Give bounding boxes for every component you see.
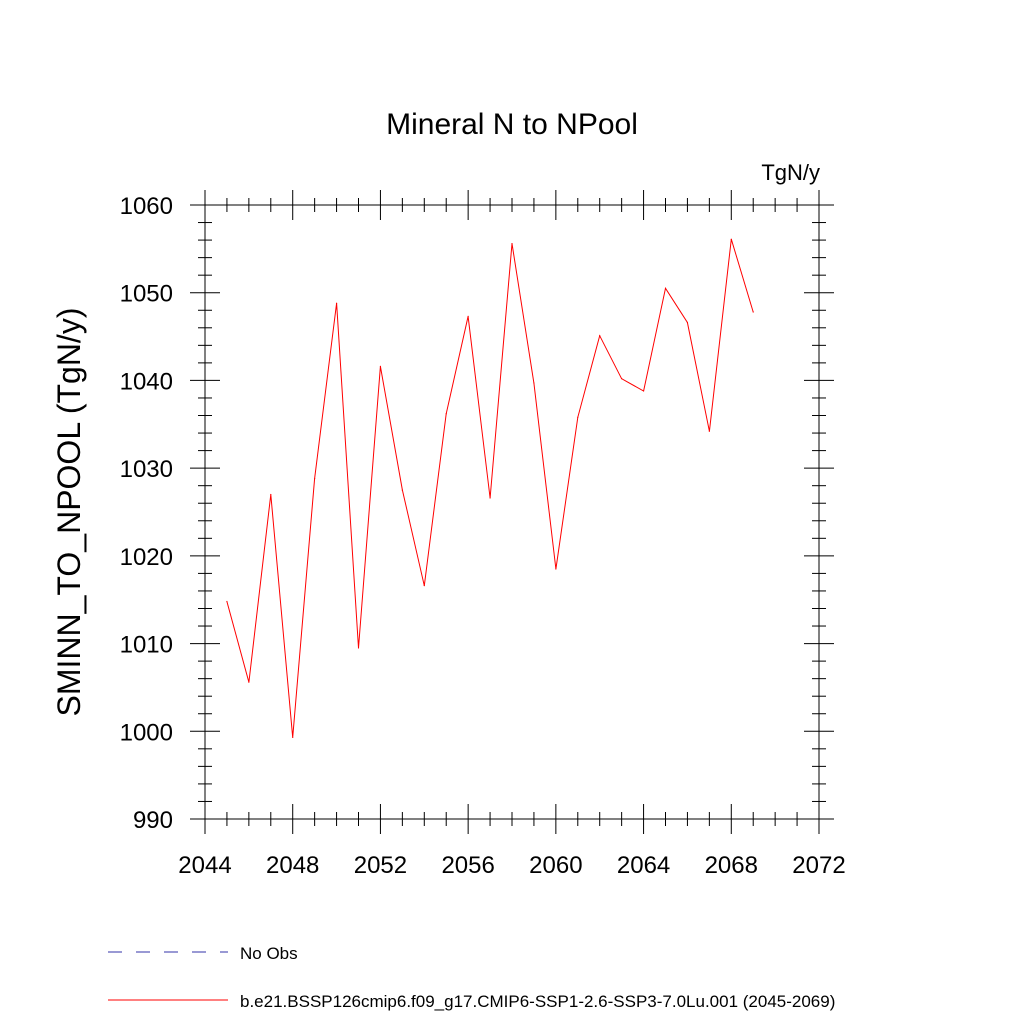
data-point bbox=[730, 238, 732, 240]
tick-labels: 2044 2048 2052 2056 2060 2064 2068 2072 990 1000 1… bbox=[120, 193, 846, 879]
y-tick-label: 1010 bbox=[120, 632, 173, 659]
axis-ticks bbox=[190, 190, 834, 834]
data-point bbox=[752, 311, 754, 313]
data-point bbox=[270, 493, 272, 496]
chart-title: Mineral N to NPool bbox=[386, 108, 638, 141]
legend-label: No Obs bbox=[240, 944, 298, 963]
data-point bbox=[511, 242, 513, 245]
x-tick-label: 2048 bbox=[266, 852, 319, 879]
data-point bbox=[599, 335, 601, 337]
data-point bbox=[335, 302, 338, 304]
x-tick-label: 2060 bbox=[529, 852, 582, 879]
data-point bbox=[664, 287, 667, 289]
data-point bbox=[621, 378, 623, 380]
legend: No Obs b.e21.BSSP126cmip6.f09_g17.CMIP6-S… bbox=[108, 944, 835, 1011]
data-point bbox=[686, 321, 689, 324]
data-point bbox=[401, 489, 403, 491]
series-layer bbox=[226, 238, 754, 739]
data-point bbox=[555, 568, 557, 570]
y-tick-label: 1020 bbox=[120, 544, 173, 571]
x-tick-label: 2072 bbox=[792, 852, 845, 879]
data-point bbox=[489, 497, 491, 499]
series-line bbox=[226, 239, 754, 738]
data-point bbox=[248, 681, 250, 683]
x-tick-label: 2064 bbox=[617, 852, 670, 879]
y-tick-label: 1060 bbox=[120, 193, 173, 220]
data-point bbox=[357, 647, 360, 649]
units-label: TgN/y bbox=[761, 160, 820, 185]
data-point bbox=[423, 585, 425, 587]
data-point bbox=[642, 390, 645, 392]
y-tick-label: 1050 bbox=[120, 281, 173, 308]
y-tick-label: 990 bbox=[133, 807, 173, 834]
x-tick-label: 2052 bbox=[354, 852, 407, 879]
y-tick-label: 1030 bbox=[120, 456, 173, 483]
data-point bbox=[533, 382, 535, 384]
x-tick-label: 2068 bbox=[705, 852, 758, 879]
data-point bbox=[467, 315, 469, 317]
legend-label: b.e21.BSSP126cmip6.f09_g17.CMIP6-SSP1-2.… bbox=[240, 992, 835, 1011]
y-tick-label: 1000 bbox=[120, 719, 173, 746]
x-tick-label: 2044 bbox=[178, 852, 231, 879]
data-point bbox=[314, 478, 316, 480]
data-point bbox=[708, 430, 710, 432]
data-point bbox=[292, 736, 294, 739]
plot-frame bbox=[204, 204, 820, 820]
data-point bbox=[577, 416, 579, 418]
y-tick-label: 1040 bbox=[120, 368, 173, 395]
data-point bbox=[445, 413, 447, 415]
data-point bbox=[379, 365, 382, 367]
x-tick-label: 2056 bbox=[441, 852, 494, 879]
y-axis-label: SMINN_TO_NPOOL (TgN/y) bbox=[51, 308, 87, 717]
data-point bbox=[226, 600, 228, 603]
